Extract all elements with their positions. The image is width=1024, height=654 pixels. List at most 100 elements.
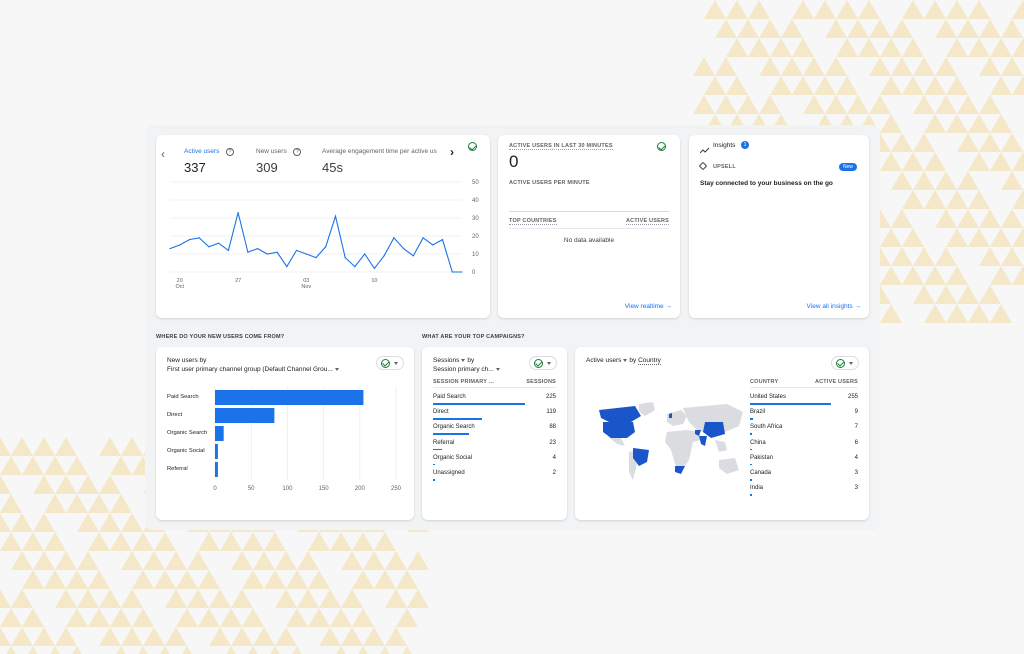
view-realtime-link[interactable]: View realtime → [625, 303, 672, 310]
bar[interactable] [215, 426, 224, 441]
upsell-label: UPSELL [713, 164, 736, 170]
dimension-selector[interactable]: Session primary ch... [433, 366, 500, 373]
card-title[interactable]: Active users by Country [586, 357, 661, 365]
data-point [179, 244, 181, 246]
table-row[interactable]: Canada 3 [750, 470, 858, 476]
background-triangle [165, 589, 187, 608]
background-triangle [319, 589, 341, 608]
background-triangle [352, 608, 374, 627]
background-triangle [341, 627, 363, 646]
section-title-campaigns: WHAT ARE YOUR TOP CAMPAIGNS? [422, 334, 525, 340]
background-triangle [55, 589, 77, 608]
background-triangle [946, 38, 968, 57]
status-check-icon[interactable] [657, 142, 666, 151]
chevron-down-icon [334, 368, 339, 371]
row-share-bar [433, 448, 443, 451]
compare-menu[interactable] [831, 356, 859, 370]
metric-engagement-time[interactable]: Average engagement time per active us 45… [322, 140, 450, 175]
insight-message[interactable]: Stay connected to your business on the g… [700, 180, 833, 187]
background-triangle [385, 551, 407, 570]
row-value: 2 [552, 470, 556, 476]
metric-name: Sessions [433, 357, 460, 364]
background-triangle [726, 38, 748, 57]
background-triangle [253, 627, 275, 646]
background-triangle [220, 608, 242, 627]
status-check-icon[interactable] [468, 142, 477, 151]
dimension-selector[interactable]: First user primary channel group (Defaul… [167, 366, 339, 373]
next-arrow-icon[interactable]: › [450, 145, 454, 159]
y-tick-label: 20 [472, 234, 479, 240]
background-triangle [253, 551, 275, 570]
background-triangle [924, 266, 946, 285]
bar[interactable] [215, 444, 218, 459]
background-triangle [121, 627, 143, 646]
bar[interactable] [215, 390, 364, 405]
background-triangle [22, 608, 44, 627]
background-triangle [726, 0, 748, 19]
compare-menu[interactable] [376, 356, 404, 370]
table-row[interactable]: United States 255 [750, 394, 858, 400]
background-triangle [308, 570, 330, 589]
tag-icon [698, 161, 708, 171]
background-triangle [33, 437, 55, 456]
x-tick-label: 250 [391, 486, 402, 492]
background-triangle [374, 570, 396, 589]
table-row[interactable]: Paid Search 225 [433, 394, 556, 400]
chevron-down-icon [547, 361, 551, 365]
background-triangle [88, 532, 110, 551]
table-row[interactable]: Organic Search 88 [433, 424, 556, 430]
background-triangle [385, 589, 407, 608]
background-triangle [836, 38, 858, 57]
background-triangle [737, 95, 759, 114]
table-row[interactable]: Brazil 9 [750, 409, 858, 415]
bar[interactable] [215, 462, 218, 477]
background-triangle [275, 551, 297, 570]
bar[interactable] [215, 408, 275, 423]
x-tick-label: 100 [282, 486, 293, 492]
table-row[interactable]: South Africa 7 [750, 424, 858, 430]
background-triangle [792, 0, 814, 19]
compare-menu[interactable] [529, 356, 557, 370]
link-label: View all insights [806, 303, 853, 310]
view-all-insights-link[interactable]: View all insights → [807, 303, 861, 310]
background-triangle [781, 57, 803, 76]
bar-label: Referral [167, 466, 188, 472]
background-triangle [924, 76, 946, 95]
row-value: 3 [854, 485, 858, 492]
background-triangle [990, 38, 1012, 57]
chevron-down-icon [849, 361, 853, 365]
table-row[interactable]: Unassigned 2 [433, 470, 556, 476]
background-triangle [968, 38, 990, 57]
background-triangle [1012, 228, 1024, 247]
background-triangle [913, 95, 935, 114]
row-share-bar [433, 433, 469, 435]
table-row[interactable]: India 3 [750, 485, 858, 491]
metric-active-users[interactable]: Active users ? 337 [184, 140, 234, 175]
background-triangle [55, 551, 77, 570]
map-pakistan [695, 430, 701, 436]
row-value: 225 [545, 394, 556, 400]
background-triangle [1001, 209, 1023, 228]
background-triangle [99, 437, 121, 456]
background-triangle [248, 646, 258, 654]
background-triangle [693, 57, 715, 76]
background-triangle [704, 76, 726, 95]
dimension-label: First user primary channel group (Defaul… [167, 366, 333, 373]
background-triangle [957, 19, 979, 38]
data-point [344, 257, 346, 259]
background-triangle [902, 190, 924, 209]
metric-new-users[interactable]: New users ? 309 [256, 140, 302, 175]
background-triangle [358, 646, 368, 654]
card-title[interactable]: Sessions by [433, 357, 474, 364]
table-row[interactable]: Referral 23 [433, 440, 556, 446]
table-row[interactable]: Pakistan 4 [750, 455, 858, 461]
table-row[interactable]: Direct 119 [433, 409, 556, 415]
background-triangle [330, 608, 352, 627]
table-row[interactable]: Organic Social 4 [433, 455, 556, 461]
data-point [334, 215, 337, 217]
row-share-bar [750, 403, 831, 405]
prev-arrow-icon[interactable]: ‹ [161, 147, 165, 161]
table-row[interactable]: China 6 [750, 440, 858, 446]
map-mexico [607, 436, 625, 446]
background-triangle [99, 513, 121, 532]
